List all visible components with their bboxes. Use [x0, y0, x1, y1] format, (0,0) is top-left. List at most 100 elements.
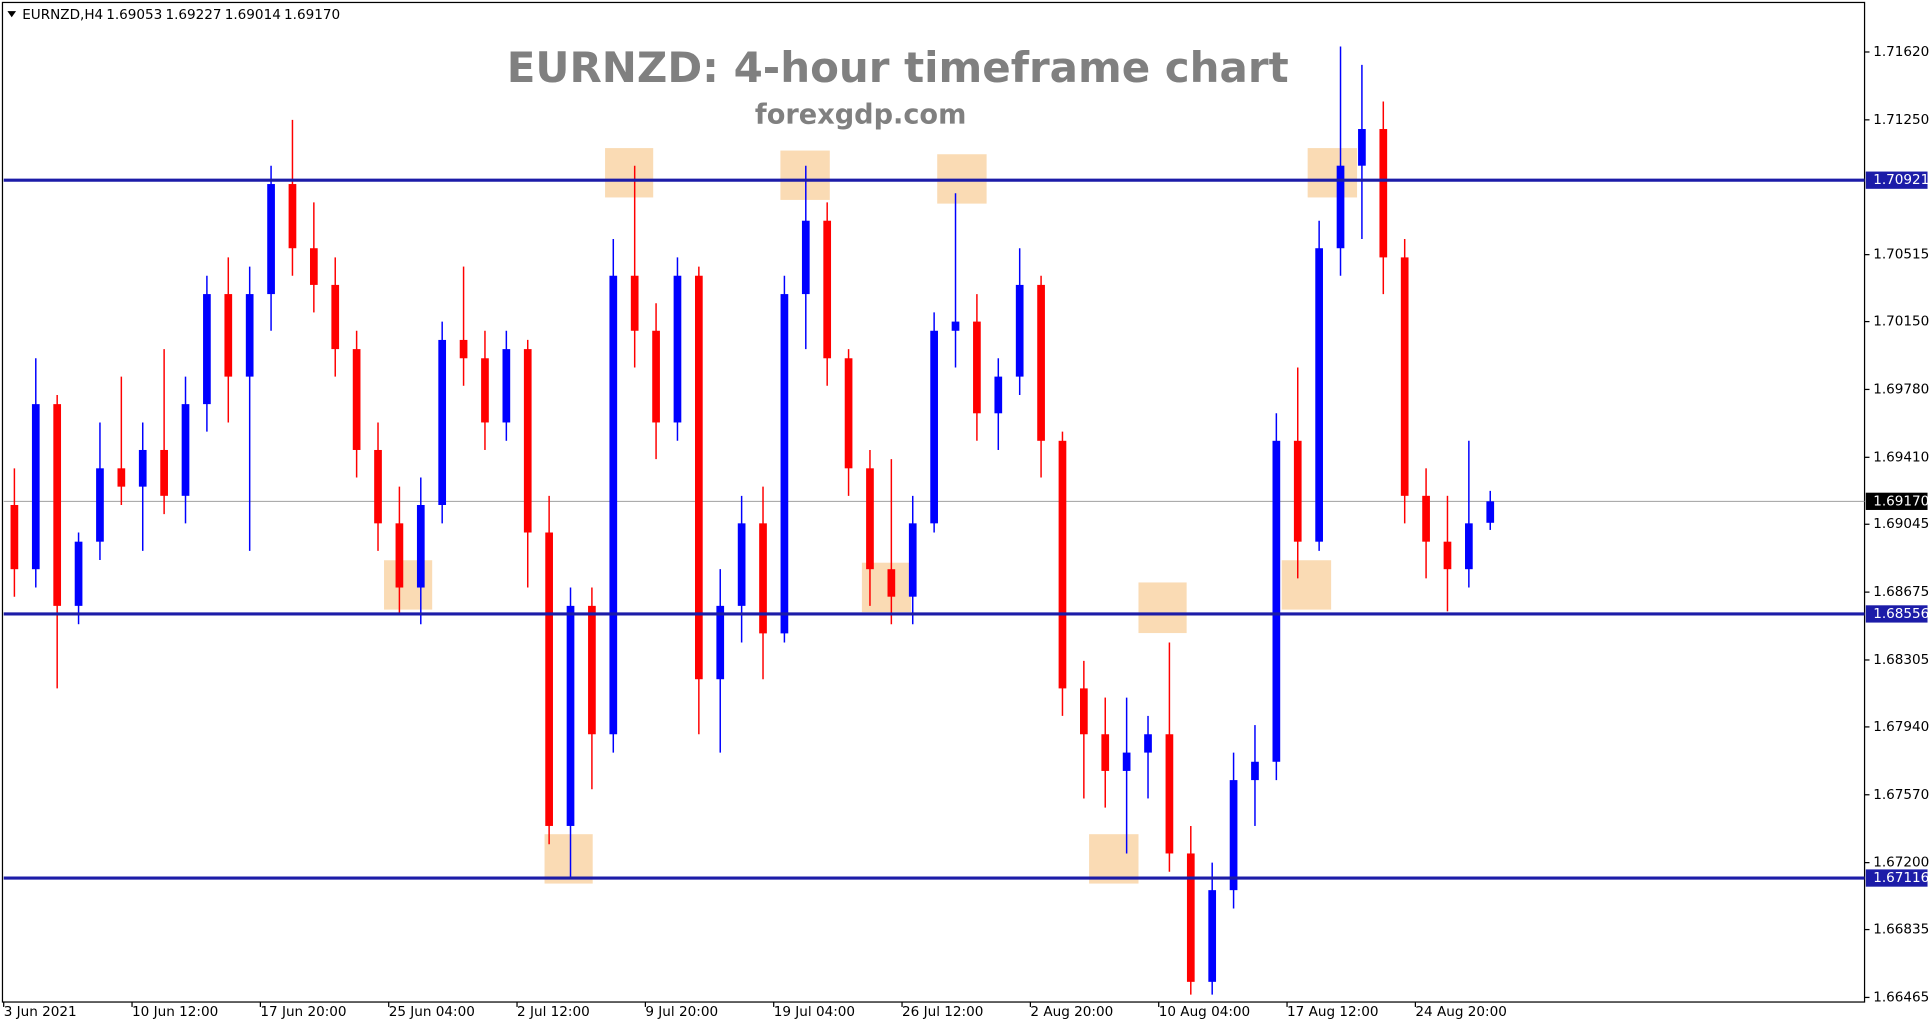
candle-body — [1315, 248, 1323, 542]
candle-body — [823, 220, 832, 359]
header-value: 1.69170 — [284, 7, 340, 23]
candle-body — [74, 541, 83, 606]
candle-body — [759, 523, 767, 634]
chart-subtitle: forexgdp.com — [755, 100, 966, 131]
y-tick-label: 1.69410 — [1873, 449, 1929, 465]
candle-body — [395, 523, 404, 588]
plot-frame — [1, 1, 1866, 1003]
y-tick-label: 1.70150 — [1873, 314, 1929, 330]
candle-body — [630, 275, 639, 331]
highlight-box — [1281, 560, 1332, 610]
candle-body — [1165, 734, 1174, 854]
candle-body — [652, 330, 660, 423]
candle-body — [908, 523, 917, 597]
candle-body — [844, 358, 853, 469]
header-value: 1.69053 — [106, 7, 162, 23]
candle-body — [1358, 129, 1366, 166]
candle-body — [801, 220, 810, 295]
x-tick-label: 26 Jul 12:00 — [902, 1004, 983, 1020]
candle-body — [780, 294, 789, 634]
y-tick-label: 1.71620 — [1873, 44, 1929, 60]
candle-body — [459, 339, 468, 359]
candle-body — [588, 605, 596, 735]
x-tick-label: 10 Jun 12:00 — [132, 1004, 218, 1020]
candle-body — [609, 275, 618, 735]
candle-body — [481, 358, 489, 423]
level-label: 1.70921 — [1873, 172, 1929, 188]
highlight-box — [1138, 582, 1187, 634]
candle-body — [117, 468, 126, 487]
candle-body — [1422, 495, 1430, 542]
x-tick-label: 17 Aug 12:00 — [1287, 1004, 1378, 1020]
y-tick-label: 1.70515 — [1873, 247, 1929, 263]
candle-body — [1443, 541, 1452, 570]
candle-body — [1272, 440, 1281, 762]
candle-body — [694, 275, 703, 680]
candle-body — [1293, 440, 1302, 542]
highlight-box — [544, 834, 593, 884]
candle-body — [374, 449, 382, 524]
y-tick-label: 1.71250 — [1873, 112, 1929, 128]
candle-body — [1229, 780, 1238, 891]
y-tick-label: 1.68305 — [1873, 652, 1929, 668]
header-value: 1.69014 — [225, 7, 281, 23]
candle-body — [138, 449, 147, 487]
candle-body — [160, 449, 168, 496]
y-tick-label: 1.67200 — [1873, 855, 1929, 871]
candle-body — [1080, 688, 1088, 735]
level-label: 1.68556 — [1873, 606, 1929, 622]
candle-body — [245, 294, 254, 377]
level-label: 1.67116 — [1873, 870, 1929, 886]
candle-body — [866, 468, 874, 570]
candle-body — [1379, 129, 1388, 258]
candle-body — [737, 523, 746, 606]
highlight-box — [1089, 834, 1139, 884]
x-tick-label: 19 Jul 04:00 — [774, 1004, 855, 1020]
header-value: 1.69227 — [165, 7, 221, 23]
x-tick-label: 24 Aug 20:00 — [1415, 1004, 1506, 1020]
y-tick-label: 1.69780 — [1873, 381, 1929, 397]
candle-body — [416, 504, 425, 588]
candle-body — [1486, 501, 1495, 523]
x-tick-label: 17 Jun 20:00 — [260, 1004, 346, 1020]
menu-arrow — [7, 11, 17, 18]
candle-body — [1144, 734, 1152, 753]
x-tick-label: 2 Aug 20:00 — [1030, 1004, 1113, 1020]
highlight-box — [605, 148, 654, 198]
candle-body — [309, 248, 318, 285]
candle-body — [181, 404, 190, 496]
candle-body — [1122, 752, 1131, 771]
candle-body — [930, 330, 938, 524]
candle-body — [1465, 523, 1473, 570]
y-tick-label: 1.68675 — [1873, 584, 1929, 600]
highlight-box — [1307, 148, 1358, 198]
highlight-box — [384, 560, 433, 610]
level-label-bg — [1865, 171, 1928, 189]
candle-body — [1208, 890, 1217, 982]
candle-body — [224, 294, 233, 377]
candle-body — [951, 321, 960, 331]
candle-body — [973, 321, 981, 414]
candle-body — [1186, 853, 1195, 982]
candle-body — [566, 605, 575, 826]
y-tick-label: 1.67940 — [1873, 719, 1929, 735]
candle-body — [203, 294, 211, 405]
x-tick-label: 2 Jul 12:00 — [517, 1004, 590, 1020]
candle-body — [96, 468, 104, 542]
candle-body — [545, 532, 553, 826]
candle-body — [1251, 761, 1259, 781]
symbol: EURNZD,H4 — [22, 7, 103, 23]
level-label-bg — [1865, 869, 1928, 887]
candle-body — [673, 275, 682, 423]
candle-body — [10, 504, 19, 570]
x-tick-label: 3 Jun 2021 — [4, 1004, 77, 1020]
candle-body — [288, 184, 297, 249]
candle-body — [352, 349, 361, 450]
candle-body — [523, 349, 532, 533]
candle-body — [267, 184, 275, 295]
y-tick-label: 1.69045 — [1873, 516, 1929, 532]
candle-body — [887, 569, 896, 597]
x-tick-label: 9 Jul 20:00 — [645, 1004, 718, 1020]
